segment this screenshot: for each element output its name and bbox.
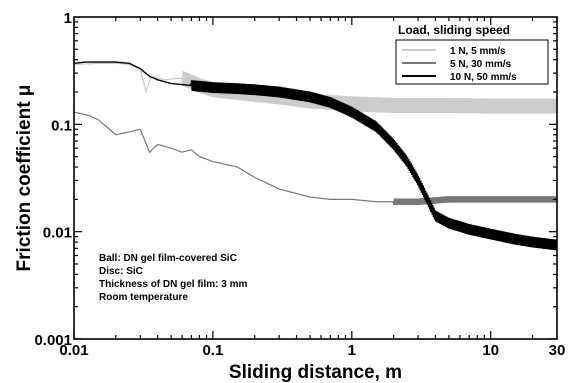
x-tick-label: 10 — [482, 342, 499, 359]
x-tick-label: 0.1 — [202, 342, 223, 359]
series-line-2 — [74, 111, 557, 206]
legend-entry: 1 N, 5 mm/s — [450, 46, 506, 57]
y-tick-label: 1 — [64, 10, 72, 27]
series-line-3 — [74, 61, 557, 251]
series-layer — [74, 61, 557, 251]
x-tick-label: 1 — [348, 342, 356, 359]
y-tick-label: 0.1 — [51, 117, 72, 134]
x-tick-label: 0.01 — [59, 342, 88, 359]
test-conditions-note: Ball: DN gel film-covered SiC Disc: SiC Th… — [99, 253, 247, 303]
y-tick-label: 0.01 — [43, 225, 72, 242]
legend-entry: 5 N, 30 mm/s — [450, 59, 512, 70]
plot-frame — [73, 16, 558, 340]
x-axis-title: Sliding distance, m — [229, 362, 402, 383]
note-line: Thickness of DN gel film: 3 mm — [99, 279, 247, 290]
x-tick-label: 30 — [549, 342, 566, 359]
y-axis-title: Friction coefficient μ — [14, 85, 35, 272]
legend: Load, sliding speed 1 N, 5 mm/s 5 N, 30 mm… — [395, 23, 549, 85]
note-line: Room temperature — [99, 292, 188, 303]
note-line: Ball: DN gel film-covered SiC — [99, 253, 237, 264]
y-tick-label: 0.001 — [34, 332, 72, 349]
note-line: Disc: SiC — [99, 266, 143, 277]
legend-entry: 10 N, 50 mm/s — [450, 72, 517, 83]
legend-title: Load, sliding speed — [398, 23, 510, 37]
